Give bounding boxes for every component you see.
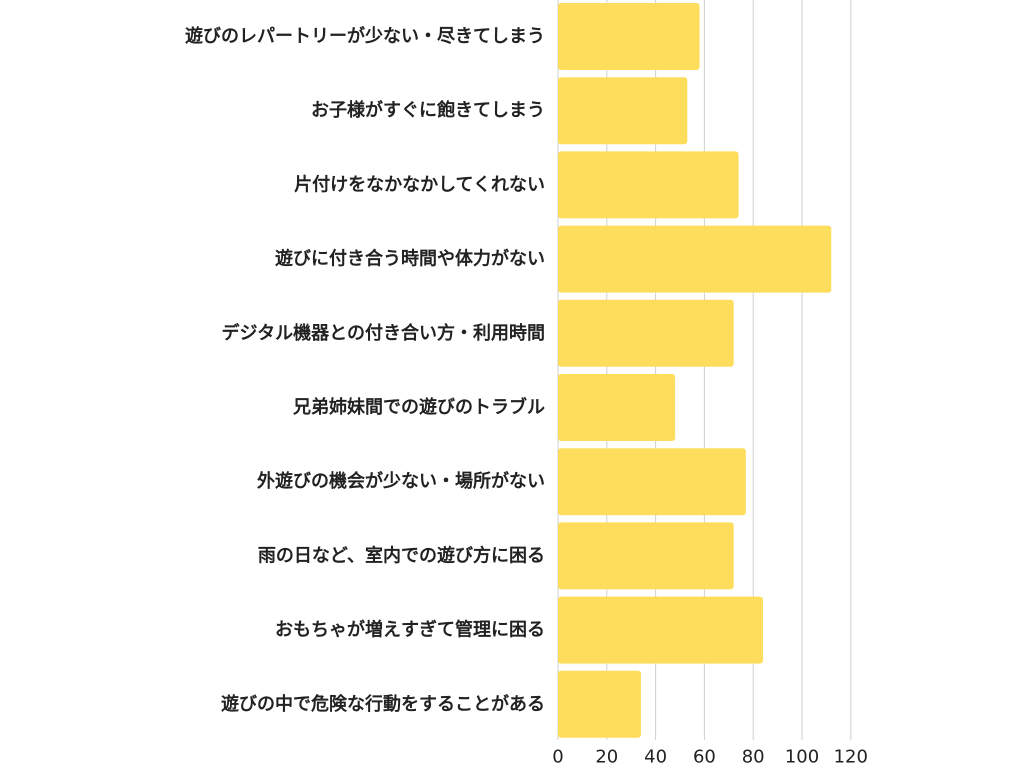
x-tick-label: 100 — [785, 747, 819, 768]
category-labels: 遊びのレパートリーが少ない・尽きてしまうお子様がすぐに飽きてしまう片付けをなかな… — [185, 25, 545, 715]
category-label: 外遊びの機会が少ない・場所がない — [257, 470, 545, 492]
category-label: 遊びのレパートリーが少ない・尽きてしまう — [185, 25, 545, 47]
bar — [558, 596, 763, 664]
bar — [558, 299, 734, 367]
x-tick-label: 0 — [552, 747, 563, 768]
category-label: 兄弟姉妹間での遊びのトラブル — [292, 396, 545, 418]
bar — [558, 670, 641, 738]
category-label: デジタル機器との付き合い方・利用時間 — [222, 322, 545, 344]
x-tick-label: 80 — [742, 747, 765, 768]
bar — [558, 374, 676, 441]
x-tick-label: 60 — [693, 747, 716, 768]
category-label: 遊びの中で危険な行動をすることがある — [221, 693, 545, 715]
x-tick-label: 120 — [834, 747, 868, 768]
category-label: 遊びに付き合う時間や体力がない — [275, 248, 545, 270]
bar — [558, 448, 746, 516]
x-axis-ticks: 0 20 40 60 80 100 120 — [552, 747, 868, 768]
bar — [558, 151, 739, 219]
x-tick-label: 40 — [644, 747, 667, 768]
bar — [558, 77, 688, 145]
category-label: 雨の日など、室内での遊び方に困る — [258, 544, 545, 566]
bar — [558, 3, 700, 70]
bar — [558, 225, 832, 293]
category-label: おもちゃが増えすぎて管理に困る — [275, 619, 545, 641]
category-label: 片付けをなかなかしてくれない — [294, 173, 545, 195]
category-label: お子様がすぐに飽きてしまう — [311, 99, 545, 121]
bars — [558, 3, 832, 738]
x-tick-label: 20 — [595, 747, 618, 768]
bar — [558, 522, 734, 590]
